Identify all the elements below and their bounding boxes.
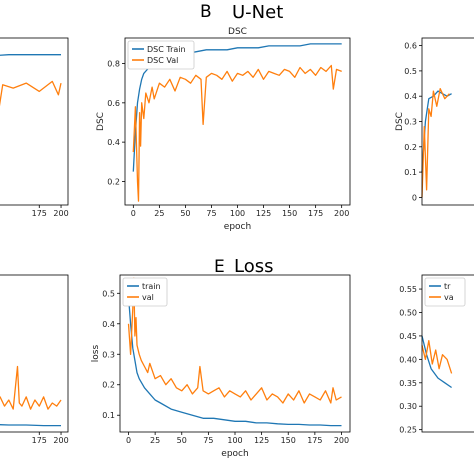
y-tick-label: 0.6: [107, 99, 120, 108]
series-line-val: [421, 339, 453, 374]
y-axis-label: loss: [91, 344, 101, 362]
y-tick-label: 0.2: [107, 177, 120, 186]
axes-frame: [421, 37, 474, 206]
series-line-train: [0, 54, 61, 56]
y-tick-label: 0.5: [404, 67, 417, 76]
left-bottom-loss-chart: 175 200: [0, 274, 69, 445]
axes-frame: [0, 274, 69, 433]
x-tick-label: 25: [154, 209, 164, 218]
y-tick-label: 0.4: [102, 320, 115, 329]
y-tick-label: 0.3: [404, 118, 417, 127]
y-tick-label: 0: [412, 193, 417, 202]
axes-frame: [421, 274, 474, 433]
right-bottom-loss-chart: 0.25 0.30 0.35 0.40 0.45 0.50 0.55 tr va: [399, 274, 474, 435]
x-tick-label: 125: [254, 436, 269, 445]
x-tick-label: 0: [126, 436, 131, 445]
left-top-dsc-chart: 175 200: [0, 37, 69, 218]
x-tick-label: 150: [281, 436, 296, 445]
series-line-dsc-train: [132, 43, 342, 172]
y-tick-label: 0.1: [102, 411, 115, 420]
x-tick-label: 125: [256, 209, 271, 218]
x-tick-label: 75: [203, 436, 213, 445]
x-tick-label: 50: [177, 436, 187, 445]
axes-frame: [0, 37, 69, 206]
legend-label: DSC Train: [147, 45, 186, 54]
x-tick-label: 100: [227, 436, 242, 445]
series-line-train: [421, 335, 452, 389]
series-line-train: [127, 296, 342, 427]
y-tick-label: 0.25: [399, 426, 417, 435]
legend-label: train: [142, 282, 161, 291]
y-tick-label: 0.4: [404, 92, 417, 101]
x-tick-label: 200: [334, 209, 349, 218]
legend-label: tr: [444, 282, 451, 291]
y-tick-label: 0.50: [399, 308, 417, 317]
series-line-val: [127, 277, 342, 404]
legend-label: val: [142, 293, 154, 302]
x-tick-label: 25: [150, 436, 160, 445]
legend-box: [127, 40, 195, 70]
legend-box: [122, 277, 168, 307]
y-axis-label: DSC: [395, 112, 405, 131]
legend-label: DSC Val: [147, 56, 178, 65]
unet-dsc-chart: 0 25 50 75 100 125 150 175 200 0.2 0.4 0.6 0.8 DSC epo…: [96, 27, 351, 232]
y-tick-label: 0.8: [107, 60, 120, 69]
series-line-val: [421, 87, 450, 198]
x-tick-label: 50: [180, 209, 190, 218]
x-tick-label: 200: [334, 436, 349, 445]
legend-label: va: [444, 293, 454, 302]
series-line-train: [0, 424, 61, 427]
x-tick-label: 75: [206, 209, 216, 218]
panel-letter-e: E: [214, 257, 225, 277]
x-axis-label: epoch: [221, 449, 248, 459]
y-tick-label: 0.30: [399, 402, 417, 411]
y-tick-label: 0.6: [404, 42, 417, 51]
x-tick-label: 200: [53, 436, 68, 445]
panel-letter-b: B: [200, 2, 212, 22]
x-tick-label: 150: [282, 209, 297, 218]
y-tick-label: 0.45: [399, 332, 417, 341]
legend-box: [424, 277, 466, 307]
y-tick-label: 0.1: [404, 168, 417, 177]
x-tick-label: 175: [308, 209, 323, 218]
unet-loss-chart: 0 25 50 75 100 125 150 175 200 0.1 0.2 0.3 0.4 0.5 epo…: [91, 274, 351, 459]
x-axis-label: epoch: [224, 222, 251, 232]
series-line-train: [421, 90, 452, 173]
x-tick-label: 200: [53, 209, 68, 218]
x-tick-label: 175: [32, 436, 47, 445]
y-tick-label: 0.35: [399, 379, 417, 388]
subplot-title: DSC: [228, 27, 247, 37]
panel-title-unet: U-Net: [232, 2, 283, 23]
y-tick-label: 0.40: [399, 355, 417, 364]
series-line-val: [0, 365, 62, 410]
panel-title-loss: Loss: [234, 256, 273, 277]
x-tick-label: 0: [131, 209, 136, 218]
x-tick-label: 175: [307, 436, 322, 445]
y-tick-label: 0.5: [102, 289, 115, 298]
right-top-dsc-chart: 0 0.1 0.2 0.3 0.4 0.5 0.6 DSC: [395, 37, 474, 206]
x-tick-label: 100: [230, 209, 245, 218]
x-tick-label: 175: [32, 209, 47, 218]
y-tick-label: 0.3: [102, 350, 115, 359]
y-tick-label: 0.4: [107, 138, 120, 147]
y-tick-label: 0.2: [404, 143, 417, 152]
series-line-dsc-val: [132, 64, 342, 202]
y-tick-label: 0.55: [399, 285, 417, 294]
y-tick-label: 0.2: [102, 381, 115, 390]
series-line-val: [0, 80, 62, 107]
y-axis-label: DSC: [96, 112, 106, 131]
